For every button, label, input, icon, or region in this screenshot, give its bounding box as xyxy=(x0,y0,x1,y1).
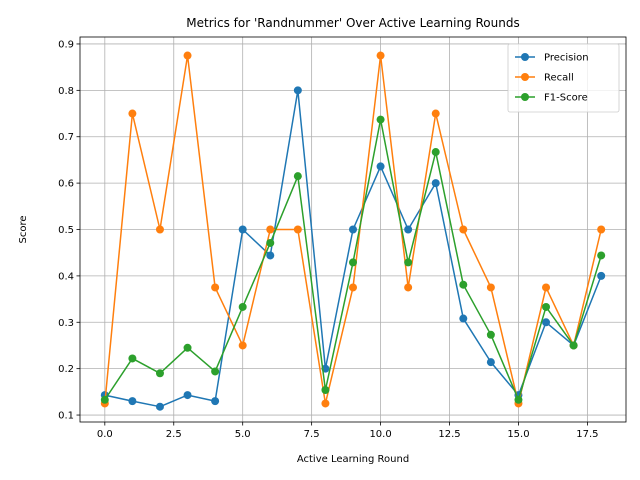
legend: Precision Recall F1-Score xyxy=(507,43,620,113)
data-point-recall xyxy=(128,109,137,118)
data-point-precision xyxy=(238,225,247,234)
data-point-recall xyxy=(459,225,468,234)
data-point-precision xyxy=(404,225,413,234)
y-tick-label: 0.5 xyxy=(58,225,74,236)
legend-swatch-marker xyxy=(521,93,529,101)
y-tick-label: 0.6 xyxy=(58,179,74,190)
data-point-f1-score xyxy=(542,302,551,311)
data-point-precision xyxy=(128,397,137,406)
data-point-precision xyxy=(183,391,192,400)
data-point-recall xyxy=(404,283,413,292)
legend-swatch-marker xyxy=(521,73,529,81)
data-point-precision xyxy=(542,318,551,327)
data-point-precision xyxy=(349,225,357,234)
data-point-f1-score xyxy=(321,385,330,394)
data-point-precision xyxy=(459,314,468,323)
data-point-f1-score xyxy=(266,238,275,247)
y-axis-label: Score xyxy=(18,215,29,243)
data-point-f1-score xyxy=(211,367,220,376)
x-tick-label: 10.0 xyxy=(369,429,391,440)
x-tick-label: 12.5 xyxy=(438,429,460,440)
series-layer xyxy=(100,51,606,411)
data-point-recall xyxy=(349,283,357,292)
legend-label: Recall xyxy=(544,73,574,84)
y-tick-label: 0.4 xyxy=(58,271,74,282)
x-tick-label: 17.5 xyxy=(576,429,598,440)
legend-swatch-marker xyxy=(521,53,529,61)
data-point-f1-score xyxy=(431,148,440,157)
legend-label: F1-Score xyxy=(544,93,588,104)
data-point-recall xyxy=(486,283,495,292)
data-point-f1-score xyxy=(486,330,495,339)
data-point-f1-score xyxy=(293,172,302,181)
data-point-recall xyxy=(183,51,192,60)
data-point-f1-score xyxy=(569,341,578,350)
legend-box xyxy=(507,43,620,113)
data-point-f1-score xyxy=(514,395,523,404)
data-point-precision xyxy=(155,402,164,411)
data-point-precision xyxy=(431,179,440,188)
data-point-f1-score xyxy=(155,369,164,378)
x-tick-label: 2.5 xyxy=(166,429,182,440)
data-point-precision xyxy=(266,251,275,260)
data-point-recall xyxy=(238,341,247,350)
y-tick-label: 0.1 xyxy=(58,411,74,422)
data-point-recall xyxy=(155,225,164,234)
y-tick-label: 0.7 xyxy=(58,132,74,143)
data-point-recall xyxy=(597,225,606,234)
data-point-f1-score xyxy=(349,258,357,267)
data-point-f1-score xyxy=(404,258,413,267)
legend-label: Precision xyxy=(544,53,589,64)
legend-item-f1-score: F1-Score xyxy=(515,93,588,104)
data-point-precision xyxy=(293,86,302,95)
data-point-precision xyxy=(597,271,606,280)
data-point-recall xyxy=(211,283,220,292)
data-point-f1-score xyxy=(376,115,385,124)
data-point-precision xyxy=(211,397,220,406)
data-point-recall xyxy=(293,225,302,234)
data-point-recall xyxy=(266,225,275,234)
x-tick-label: 5.0 xyxy=(235,429,251,440)
data-point-precision xyxy=(376,162,385,171)
data-point-f1-score xyxy=(459,280,468,289)
legend-item-precision: Precision xyxy=(515,53,589,64)
data-point-f1-score xyxy=(238,302,247,311)
data-point-precision xyxy=(486,358,495,367)
y-tick-label: 0.8 xyxy=(58,86,74,97)
data-point-recall xyxy=(431,109,440,118)
data-point-recall xyxy=(542,283,551,292)
data-point-f1-score xyxy=(597,251,606,260)
chart-title: Metrics for 'Randnummer' Over Active Lea… xyxy=(186,16,519,30)
data-point-f1-score xyxy=(128,354,137,363)
data-point-f1-score xyxy=(100,395,109,404)
y-tick-label: 0.2 xyxy=(58,364,74,375)
x-tick-label: 15.0 xyxy=(507,429,529,440)
x-axis-label: Active Learning Round xyxy=(297,454,409,465)
data-point-recall xyxy=(321,399,330,408)
series-f1-score xyxy=(100,115,606,404)
data-point-recall xyxy=(376,51,385,60)
legend-item-recall: Recall xyxy=(515,73,574,84)
data-point-f1-score xyxy=(183,343,192,352)
y-tick-label: 0.9 xyxy=(58,39,74,50)
ticks: 0.0 2.5 5.0 7.5 10.0 12.5 15.0 17.5 0.1 0.2 0.3 0.4… xyxy=(58,39,598,440)
x-tick-label: 7.5 xyxy=(304,429,320,440)
x-tick-label: 0.0 xyxy=(97,429,113,440)
y-tick-label: 0.3 xyxy=(58,318,74,329)
